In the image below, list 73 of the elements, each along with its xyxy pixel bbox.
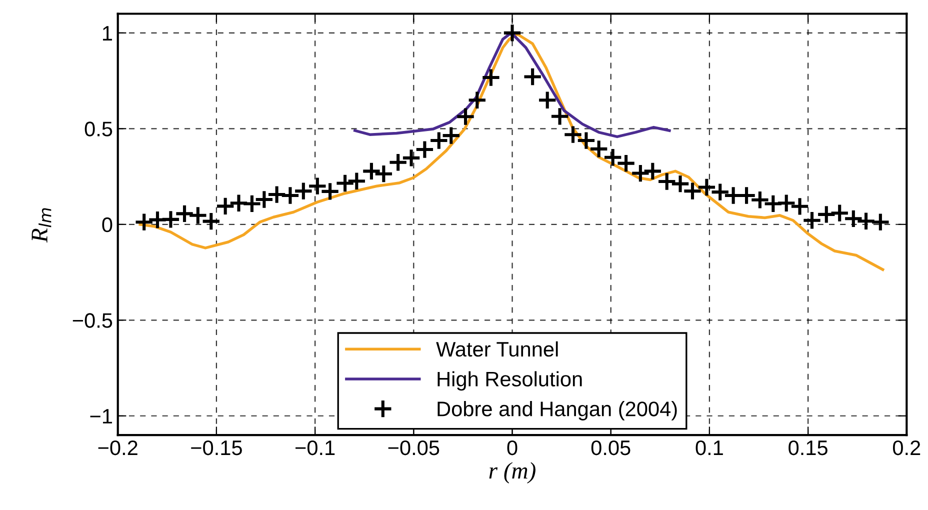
- x-tick-label: −0.2: [98, 440, 138, 456]
- y-tick-label: −1: [90, 409, 112, 424]
- x-tick-label: −0.05: [388, 440, 440, 456]
- y-tick-label: −0.5: [72, 313, 112, 328]
- line-series: [354, 32, 671, 138]
- x-tick-label: 0.15: [788, 440, 828, 456]
- point: [467, 90, 488, 110]
- x-tick-label: −0.1: [296, 440, 335, 456]
- point: [856, 211, 876, 232]
- x-tick-label: 0.05: [591, 440, 630, 456]
- point: [588, 139, 609, 159]
- point: [790, 196, 810, 216]
- point: [335, 173, 355, 194]
- point: [657, 172, 677, 192]
- legend-label: Dobre and Hangan (2004): [438, 401, 677, 420]
- point: [776, 193, 796, 214]
- point: [696, 177, 717, 198]
- point: [215, 196, 236, 216]
- point: [630, 163, 650, 184]
- x-tick-label: 0.1: [696, 440, 723, 456]
- point: [642, 161, 663, 182]
- point: [844, 208, 864, 229]
- point: [201, 211, 221, 232]
- point: [134, 212, 154, 232]
- point: [830, 203, 850, 223]
- point: [362, 161, 382, 182]
- point: [294, 181, 314, 201]
- point: [188, 206, 208, 226]
- point: [550, 106, 570, 126]
- y-tick-label: 0: [102, 217, 112, 232]
- x-tick-label: 0: [507, 440, 518, 456]
- point: [502, 23, 522, 43]
- point: [456, 106, 476, 126]
- point: [254, 190, 274, 210]
- point: [346, 171, 367, 191]
- x-tick-label: 0.2: [892, 440, 920, 456]
- point: [537, 90, 558, 110]
- y-tick-label: 0.5: [84, 122, 112, 136]
- point: [174, 204, 194, 224]
- point: [602, 148, 623, 168]
- y-axis-title: R$_{lm}$: [32, 208, 52, 243]
- point: [616, 153, 636, 174]
- legend-label: Water Tunnel: [436, 341, 558, 357]
- point: [388, 152, 408, 172]
- x-axis-title: r (m): [489, 462, 536, 484]
- point: [160, 210, 181, 230]
- point: [414, 140, 435, 160]
- legend-label: High Resolution: [438, 371, 582, 391]
- point: [280, 186, 300, 206]
- point: [481, 68, 501, 88]
- point: [870, 212, 890, 232]
- x-tick-label: −0.15: [191, 440, 242, 456]
- y-tick-label: 1: [103, 26, 112, 40]
- point: [242, 194, 262, 214]
- point: [522, 66, 542, 87]
- point: [374, 164, 394, 184]
- point: [148, 210, 168, 230]
- point: [682, 181, 702, 201]
- point: [802, 210, 822, 230]
- point: [320, 182, 340, 202]
- point: [710, 182, 730, 202]
- point: [429, 130, 449, 150]
- point: [576, 130, 596, 150]
- point: [763, 194, 784, 214]
- point: [563, 124, 583, 144]
- point: [228, 193, 249, 214]
- point: [816, 204, 836, 224]
- point: [750, 190, 770, 210]
- point: [308, 176, 328, 196]
- point: [266, 184, 287, 204]
- point: [401, 148, 422, 168]
- point: [441, 126, 461, 146]
- point: [670, 174, 690, 194]
